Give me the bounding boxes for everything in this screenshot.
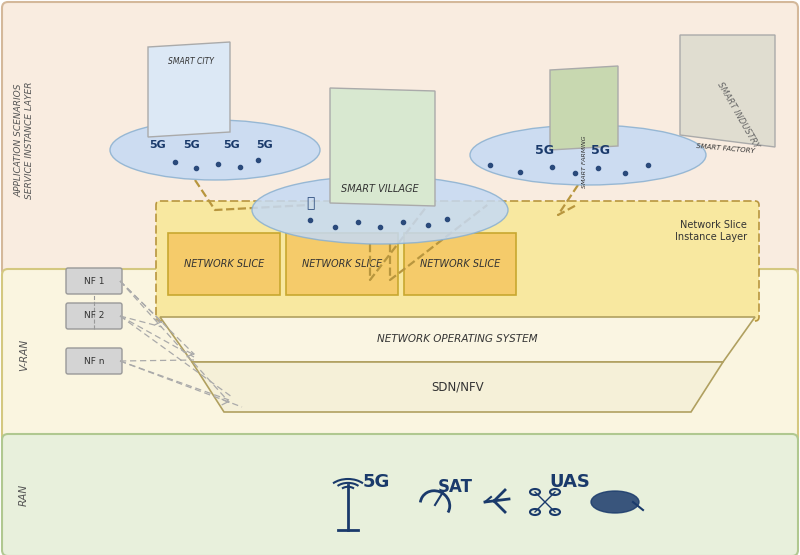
Polygon shape	[680, 35, 775, 147]
Text: NETWORK SLICE: NETWORK SLICE	[420, 259, 500, 269]
Text: 5G: 5G	[184, 140, 200, 150]
Text: SMART INDUSTRY: SMART INDUSTRY	[715, 80, 761, 150]
Text: SMART FACTORY: SMART FACTORY	[695, 143, 754, 154]
Polygon shape	[330, 88, 435, 206]
Text: 5G: 5G	[535, 144, 554, 157]
Ellipse shape	[252, 176, 508, 244]
Text: NF 2: NF 2	[84, 311, 104, 320]
FancyBboxPatch shape	[2, 434, 798, 555]
Text: 5G: 5G	[362, 473, 390, 491]
Ellipse shape	[591, 491, 639, 513]
Text: SAT: SAT	[438, 478, 473, 496]
Text: 5G: 5G	[590, 144, 610, 157]
Polygon shape	[550, 66, 618, 150]
Polygon shape	[148, 42, 230, 137]
Text: NETWORK OPERATING SYSTEM: NETWORK OPERATING SYSTEM	[377, 335, 538, 345]
Text: NF 1: NF 1	[84, 276, 104, 285]
Polygon shape	[160, 317, 755, 362]
Text: 5G: 5G	[224, 140, 240, 150]
Text: V-RAN: V-RAN	[19, 339, 29, 371]
Ellipse shape	[110, 120, 320, 180]
FancyBboxPatch shape	[66, 348, 122, 374]
Text: SMART FARMING: SMART FARMING	[582, 136, 587, 189]
Text: APPLICATION SCENARIOS
SERVICE INSTANCE LAYER: APPLICATION SCENARIOS SERVICE INSTANCE L…	[14, 81, 34, 199]
Polygon shape	[192, 362, 723, 412]
Text: UAS: UAS	[550, 473, 590, 491]
Text: NETWORK SLICE: NETWORK SLICE	[184, 259, 264, 269]
FancyBboxPatch shape	[404, 233, 516, 295]
FancyBboxPatch shape	[168, 233, 280, 295]
FancyBboxPatch shape	[2, 2, 798, 276]
Text: SMART CITY: SMART CITY	[168, 57, 214, 66]
Text: RAN: RAN	[19, 484, 29, 506]
Ellipse shape	[470, 125, 706, 185]
Text: SMART VILLAGE: SMART VILLAGE	[341, 184, 419, 194]
Text: 5G: 5G	[257, 140, 274, 150]
Text: NF n: NF n	[84, 356, 104, 366]
Text: NETWORK SLICE: NETWORK SLICE	[302, 259, 382, 269]
Text: SDN/NFV: SDN/NFV	[431, 381, 484, 393]
FancyBboxPatch shape	[2, 269, 798, 443]
FancyBboxPatch shape	[156, 201, 759, 321]
Text: 5G: 5G	[150, 140, 166, 150]
FancyBboxPatch shape	[66, 268, 122, 294]
Text: Network Slice
Instance Layer: Network Slice Instance Layer	[675, 220, 747, 241]
FancyBboxPatch shape	[286, 233, 398, 295]
Text: 🛸: 🛸	[306, 196, 314, 210]
FancyBboxPatch shape	[66, 303, 122, 329]
